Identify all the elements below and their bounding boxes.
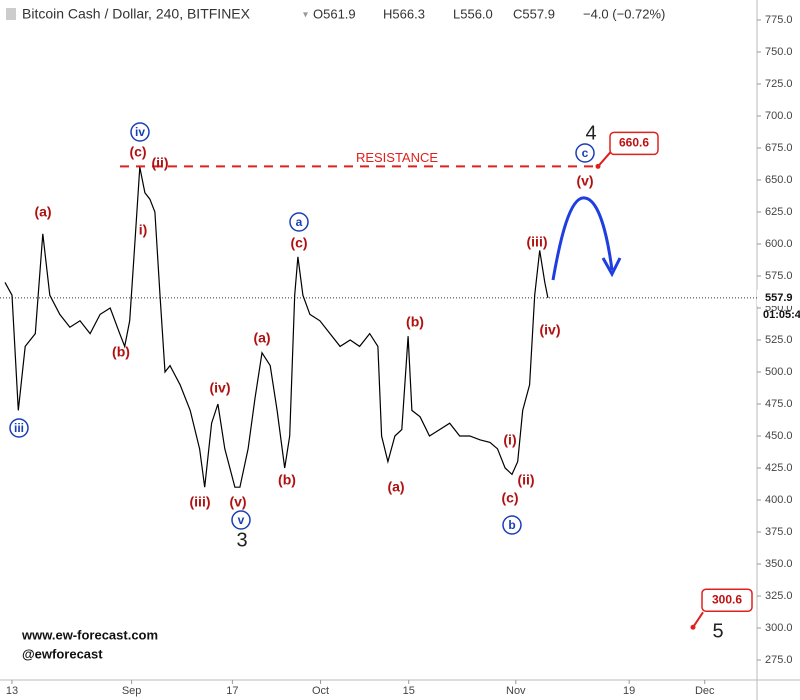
resistance-value: 660.6 bbox=[619, 136, 649, 150]
watermark-handle: @ewforecast bbox=[22, 646, 103, 661]
price-line bbox=[4, 167, 549, 488]
y-tick-label: 525.0 bbox=[765, 334, 793, 346]
y-tick-label: 650.0 bbox=[765, 174, 793, 186]
wave-label: (iii) bbox=[527, 234, 548, 250]
wave-label: (iv) bbox=[210, 380, 231, 396]
wave-circle bbox=[502, 515, 522, 535]
y-tick-label: 675.0 bbox=[765, 142, 793, 154]
wave-label: (a) bbox=[253, 330, 270, 346]
x-tick-label: Dec bbox=[695, 685, 715, 697]
wave-circle bbox=[9, 418, 29, 438]
x-tick-label: 15 bbox=[403, 685, 415, 697]
x-tick-label: 13 bbox=[6, 685, 18, 697]
x-tick-label: Nov bbox=[506, 685, 526, 697]
chart-title: Bitcoin Cash / Dollar, 240, BITFINEX bbox=[22, 6, 251, 22]
wave-circle bbox=[289, 212, 309, 232]
countdown: 01:05:4 bbox=[763, 309, 800, 321]
wave-label: 5 bbox=[712, 620, 723, 642]
y-tick-label: 400.0 bbox=[765, 494, 793, 506]
resistance-box bbox=[609, 131, 659, 156]
wave-label: (b) bbox=[112, 344, 130, 360]
target-pointer bbox=[692, 611, 704, 628]
y-tick-label: 475.0 bbox=[765, 398, 793, 410]
wave-label: (c) bbox=[290, 235, 307, 251]
y-tick-label: 425.0 bbox=[765, 462, 793, 474]
header-stat: −4.0 (−0.72%) bbox=[583, 6, 665, 21]
target-box bbox=[701, 588, 753, 613]
wave-label: iv bbox=[135, 125, 145, 139]
y-tick-label: 625.0 bbox=[765, 206, 793, 218]
y-tick-label: 350.0 bbox=[765, 558, 793, 570]
wave-circle bbox=[231, 510, 251, 530]
y-tick-label: 375.0 bbox=[765, 526, 793, 538]
y-tick-label: 725.0 bbox=[765, 78, 793, 90]
header-stat: C557.9 bbox=[513, 6, 555, 21]
wave-label: (ii) bbox=[151, 155, 168, 171]
projection-arrow bbox=[551, 196, 614, 281]
wave-circle bbox=[130, 122, 150, 142]
resistance-pointer bbox=[597, 149, 613, 168]
wave-label: 3 bbox=[236, 529, 247, 551]
wave-label: (b) bbox=[406, 314, 424, 330]
wave-label: (a) bbox=[34, 204, 51, 220]
wave-label: (a) bbox=[387, 479, 404, 495]
resistance-label: RESISTANCE bbox=[356, 150, 438, 165]
x-tick-label: 17 bbox=[226, 685, 238, 697]
symbol-icon bbox=[6, 8, 16, 20]
y-tick-label: 325.0 bbox=[765, 590, 793, 602]
wave-label: v bbox=[238, 513, 245, 527]
wave-label: (v) bbox=[576, 173, 593, 189]
dropdown-icon[interactable]: ▾ bbox=[303, 10, 308, 21]
y-tick-label: 300.0 bbox=[765, 622, 793, 634]
y-tick-label: 275.0 bbox=[765, 654, 793, 666]
wave-label: iii bbox=[14, 421, 24, 435]
wave-label: i) bbox=[139, 222, 148, 238]
y-tick-label: 750.0 bbox=[765, 46, 793, 58]
last-price-label: 557.9 bbox=[765, 292, 793, 304]
wave-circle bbox=[575, 143, 595, 163]
wave-label: c bbox=[582, 146, 589, 160]
header-stat: H566.3 bbox=[383, 6, 425, 21]
y-tick-label: 775.0 bbox=[765, 14, 793, 26]
wave-label: a bbox=[296, 215, 303, 229]
wave-label: (ii) bbox=[517, 472, 534, 488]
y-tick-label: 700.0 bbox=[765, 110, 793, 122]
wave-label: 4 bbox=[585, 122, 596, 144]
x-tick-label: Oct bbox=[312, 685, 329, 697]
header-stat: L556.0 bbox=[453, 6, 493, 21]
wave-label: (i) bbox=[503, 432, 516, 448]
last-price-box bbox=[757, 289, 800, 306]
wave-label: (iii) bbox=[190, 494, 211, 510]
arrow-head bbox=[601, 257, 622, 278]
watermark-url: www.ew-forecast.com bbox=[21, 627, 158, 642]
y-tick-label: 500.0 bbox=[765, 366, 793, 378]
wave-label: (b) bbox=[278, 472, 296, 488]
wave-label: (v) bbox=[229, 494, 246, 510]
resistance-dot bbox=[595, 163, 601, 169]
wave-label: b bbox=[508, 518, 515, 532]
wave-label: (c) bbox=[501, 490, 518, 506]
y-tick-label: 575.0 bbox=[765, 270, 793, 282]
wave-label: (c) bbox=[129, 144, 146, 160]
y-tick-label: 600.0 bbox=[765, 238, 793, 250]
x-tick-label: Sep bbox=[122, 685, 142, 697]
x-tick-label: 19 bbox=[623, 685, 635, 697]
header-stat: O561.9 bbox=[313, 6, 356, 21]
target-value: 300.6 bbox=[712, 592, 742, 606]
wave-label: (iv) bbox=[540, 322, 561, 338]
y-tick-label: 450.0 bbox=[765, 430, 793, 442]
